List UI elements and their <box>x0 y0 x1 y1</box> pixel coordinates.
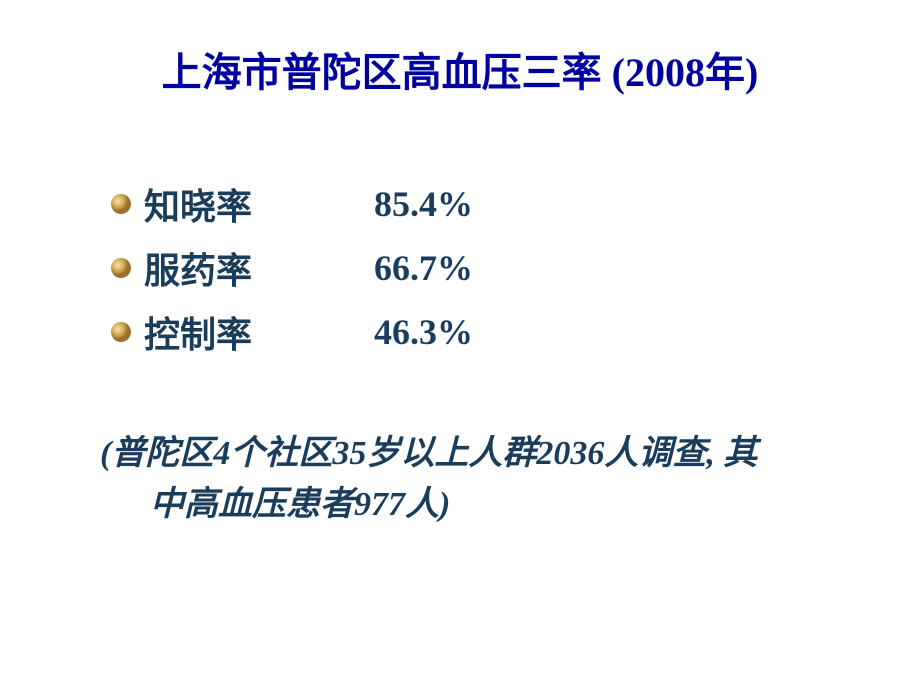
rates-list: 知晓率 85.4% 服药率 66.7% 控制率 46.3% <box>110 178 860 358</box>
bullet-icon <box>110 321 132 343</box>
footnote: (普陀区4个社区35岁以上人群2036人调查, 其 中高血压患者977人) <box>100 428 860 530</box>
rate-label: 知晓率 <box>144 178 374 230</box>
note-line-2: 中高血压患者977人) <box>150 479 840 530</box>
bullet-icon <box>110 257 132 279</box>
rate-value: 66.7% <box>374 247 473 289</box>
rate-value: 46.3% <box>374 311 473 353</box>
list-item: 控制率 46.3% <box>110 306 860 358</box>
slide-title: 上海市普陀区高血压三率 (2008年) <box>60 40 860 98</box>
list-item: 服药率 66.7% <box>110 242 860 294</box>
rate-label: 服药率 <box>144 242 374 294</box>
rate-value: 85.4% <box>374 183 473 225</box>
list-item: 知晓率 85.4% <box>110 178 860 230</box>
slide-container: 上海市普陀区高血压三率 (2008年) 知晓率 85.4% <box>0 0 920 690</box>
bullet-icon <box>110 193 132 215</box>
rate-label: 控制率 <box>144 306 374 358</box>
note-line-1: (普陀区4个社区35岁以上人群2036人调查, 其 <box>100 435 757 472</box>
